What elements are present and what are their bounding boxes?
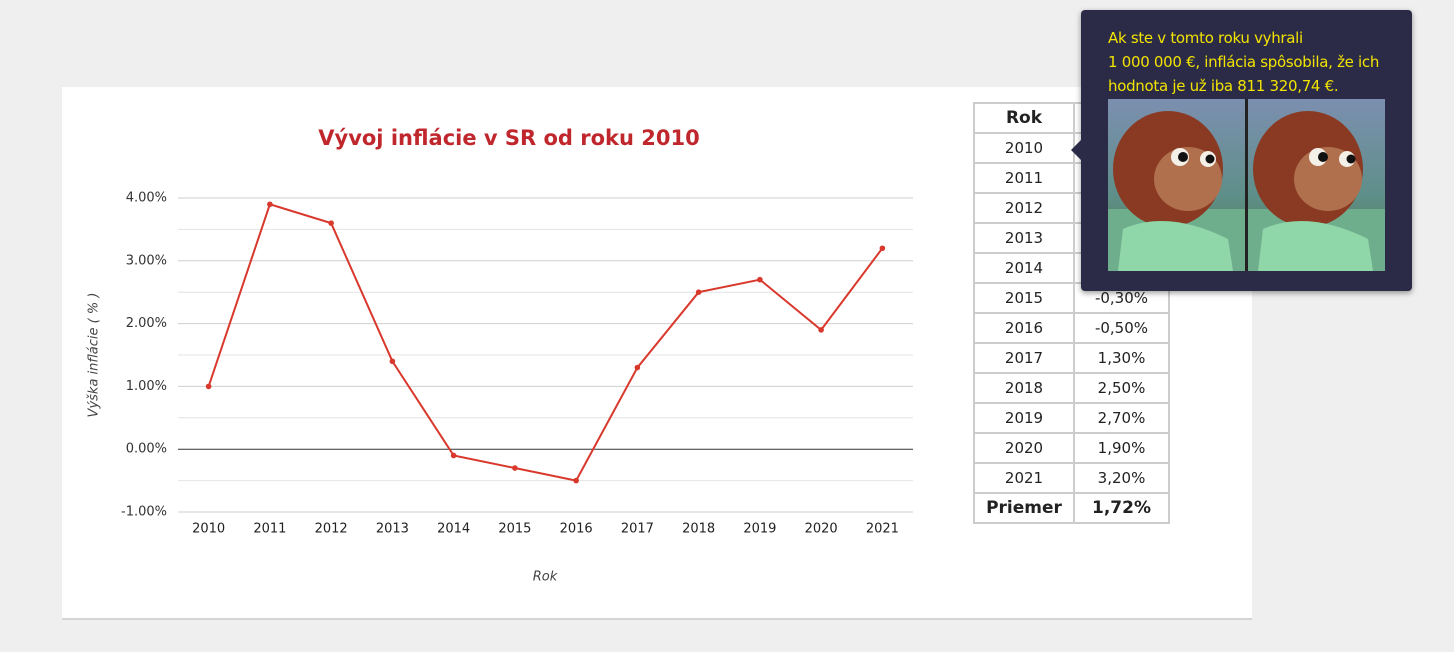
table-cell: -0,50% [1073,312,1170,344]
table-row: 2015 -0,30% [973,282,1170,314]
x-tick-label: 2019 [743,522,776,537]
tooltip-line: Ak ste v tomto roku vyhrali [1108,29,1303,47]
table-cell: 2,50% [1073,372,1170,404]
table-cell: 2014 [973,252,1075,284]
table-cell: 1,72% [1073,492,1170,524]
table-cell: 2012 [973,192,1075,224]
x-tick-label: 2020 [805,522,838,537]
point [573,477,579,484]
x-tick-label: 2014 [437,522,470,537]
table-row: Priemer 1,72% [973,492,1170,524]
point [205,383,212,390]
point [450,452,457,459]
table-row: 2017 1,30% [973,342,1170,374]
table-cell: Rok [973,102,1075,134]
point [818,327,824,333]
table-cell: 2021 [973,462,1075,494]
table-cell: 1,30% [1073,342,1170,374]
x-tick-label: 2010 [192,522,225,537]
table-cell: 2016 [973,312,1075,344]
table-cell: 1,90% [1073,432,1170,464]
tooltip-line: 1 000 000 €, inflácia spôsobila, že ich [1108,53,1380,71]
table-cell: 3,20% [1073,462,1170,494]
point [389,358,396,365]
x-tick-label: 2021 [866,522,899,537]
table-cell: 2013 [973,222,1075,254]
table-cell: 2015 [973,282,1075,314]
point [328,220,334,226]
table-cell: 2017 [973,342,1075,374]
table-cell: 2019 [973,402,1075,434]
x-tick-label: 2015 [498,522,531,537]
table-cell: 2018 [973,372,1075,404]
table-cell: 2,70% [1073,402,1170,434]
y-axis-title: Výška inflácie ( % ) [87,293,102,418]
y-tick-label: 3.00% [126,253,167,268]
tooltip-arrow [1071,140,1081,160]
x-axis-title: Rok [533,570,558,585]
y-tick-label: -1.00% [121,505,167,520]
tooltip: Ak ste v tomto roku vyhrali 1 000 000 €,… [1071,10,1412,291]
tooltip-line: hodnota je už iba 811 320,74 €. [1108,77,1339,95]
point [267,201,273,208]
y-tick-label: 4.00% [126,191,167,206]
y-tick-label: 0.00% [126,442,167,457]
tooltip-text: Ak ste v tomto roku vyhrali 1 000 000 €,… [1108,26,1379,98]
point [757,276,763,283]
meme-panel [1248,99,1385,271]
point [879,245,886,252]
table-row: 2020 1,90% [973,432,1170,464]
point [634,364,641,371]
table-cell: 2011 [973,162,1075,194]
meme-image [1108,99,1385,271]
x-tick-label: 2011 [253,522,286,537]
table-row: 2016 -0,50% [973,312,1170,344]
y-tick-label: 1.00% [126,379,167,394]
y-tick-label: 2.00% [126,316,167,331]
x-tick-label: 2018 [682,522,715,537]
x-tick-label: 2017 [621,522,654,537]
line [207,203,884,482]
point [695,289,702,296]
table-row: 2018 2,50% [973,372,1170,404]
x-tick-label: 2016 [560,522,593,537]
table-row: 2019 2,70% [973,402,1170,434]
x-tick-label: 2013 [376,522,409,537]
chart-title: Vývoj inflácie v SR od roku 2010 [318,126,700,150]
x-tick-label: 2012 [315,522,348,537]
table-row: 2021 3,20% [973,462,1170,494]
table-cell: Priemer [973,492,1075,524]
point [512,465,518,471]
table-cell: 2010 [973,132,1075,164]
meme-panel [1108,99,1245,271]
table-cell: 2020 [973,432,1075,464]
data-table: Rok 2010 2011 2012 2013 2014 2015 -0,30% 2016 -0,… [973,102,1170,524]
